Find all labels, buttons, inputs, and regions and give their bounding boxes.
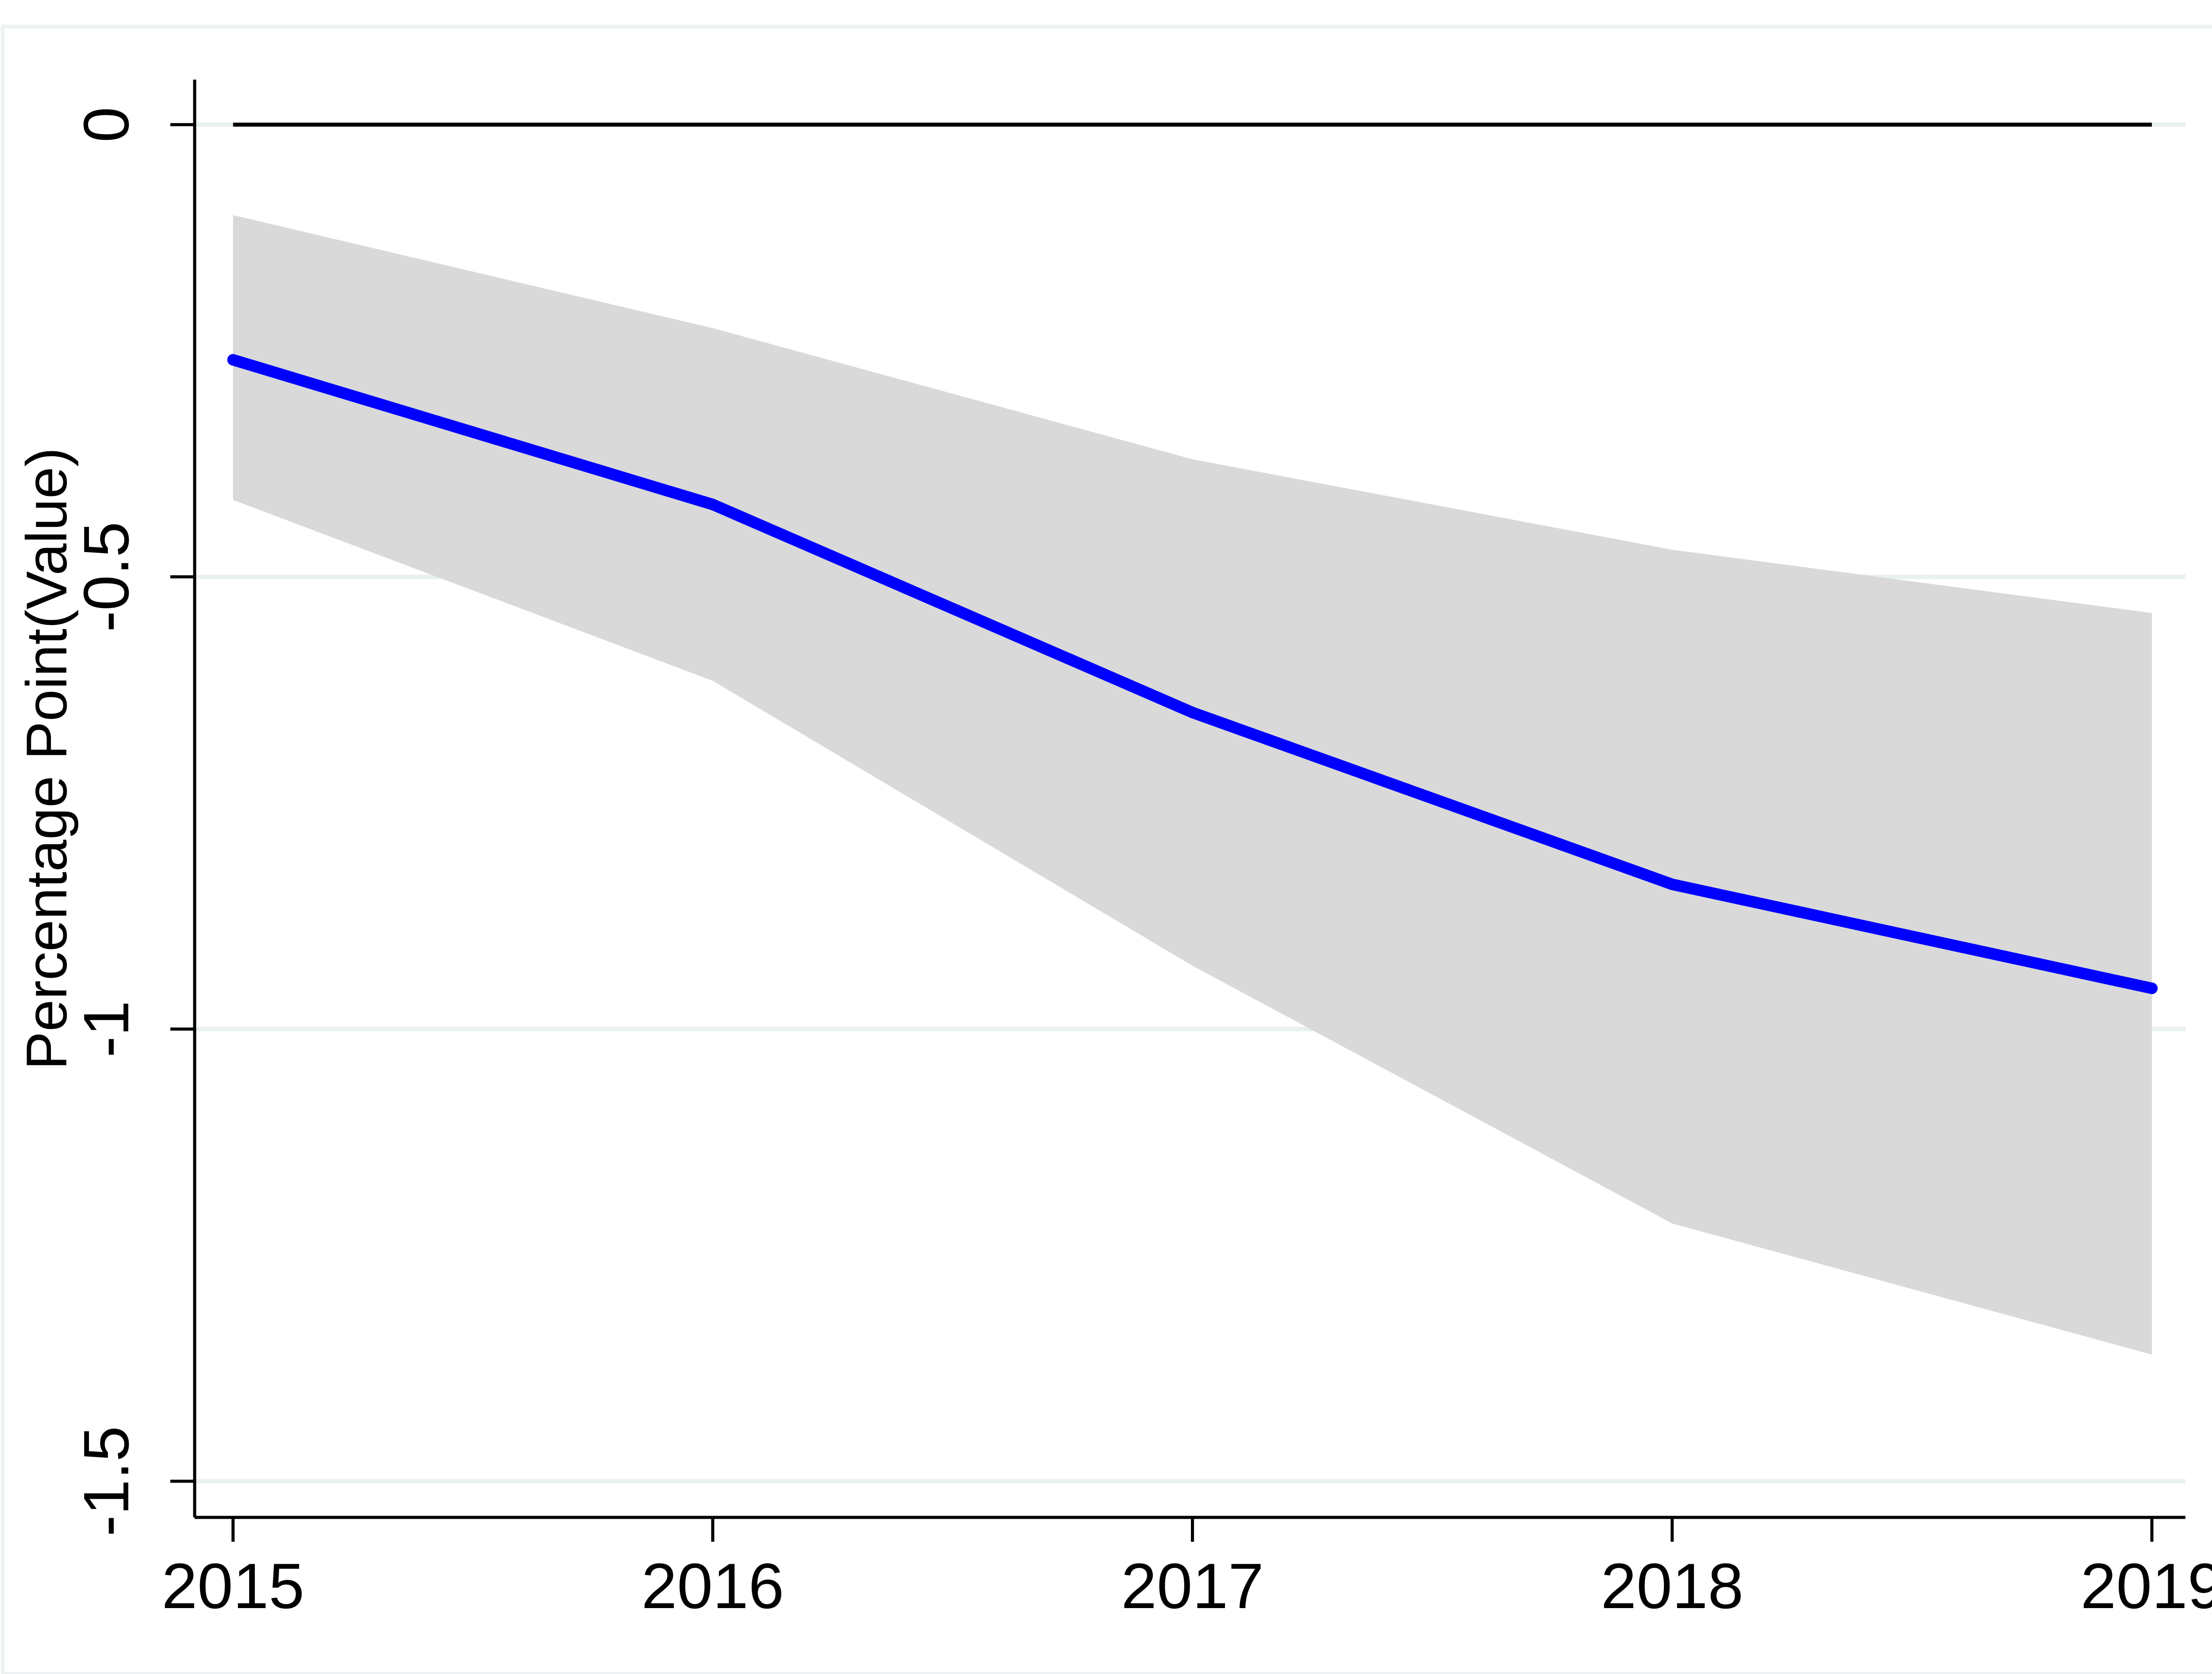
x-tick-label-2017: 2017 <box>1121 1550 1264 1622</box>
estimate-line-layer <box>227 354 2158 994</box>
y-tick-label-2: -1 <box>70 1001 142 1058</box>
x-tick-label-2015: 2015 <box>161 1550 304 1622</box>
confidence-band-layer <box>233 215 2152 1355</box>
y-axis-title: Percentage Point(Value) <box>14 448 79 1070</box>
x-tick-label-2016: 2016 <box>641 1550 784 1622</box>
x-tick-label-2018: 2018 <box>1601 1550 1743 1622</box>
y-tick-label-3: -1.5 <box>70 1426 142 1536</box>
confidence-band <box>233 215 2152 1355</box>
estimate-point-2017 <box>1187 706 1198 718</box>
y-tick-label-1: -0.5 <box>70 522 142 632</box>
estimate-point-2016 <box>707 499 719 511</box>
estimate-point-2019 <box>2146 983 2158 994</box>
estimate-point-2015 <box>227 354 239 366</box>
axes <box>170 80 2185 1542</box>
x-tick-label-2019: 2019 <box>2081 1550 2212 1622</box>
tick-labels: 0 -0.5 -1 -1.5 2015 2016 2017 2018 2019 <box>70 107 2212 1622</box>
y-tick-label-0: 0 <box>70 107 142 142</box>
estimate-point-2018 <box>1666 878 1678 890</box>
figure-border <box>1 25 2212 1674</box>
